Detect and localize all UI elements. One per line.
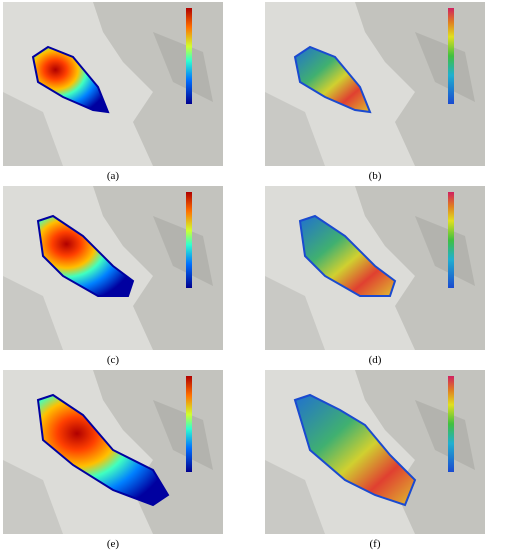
terrain-ridge [153,216,213,286]
panel-label: (d) [369,354,382,366]
panel-label: (f) [370,538,381,550]
panel-label: (c) [107,354,120,366]
panel: (c) [3,186,223,366]
terrain-ridge [415,32,475,102]
flow-field [36,214,135,297]
terrain-ridge [415,216,475,286]
flow-field [298,214,397,297]
colorbar [186,376,192,472]
panel: (a) [3,2,223,182]
terrain-ridge [3,92,63,166]
flow-field [31,45,110,114]
terrain-ridge [415,400,475,470]
terrain-ridge [3,276,63,350]
terrain-ridge [265,276,325,350]
colorbar [448,192,454,288]
flow-field [293,45,372,114]
flow-field [36,393,170,507]
panel: (e) [3,370,223,550]
colorbar [186,8,192,104]
terrain-ridge [265,92,325,166]
terrain-ridge [3,460,63,534]
panel: (d) [265,186,485,366]
panel-label: (b) [369,170,382,182]
flow-field [293,393,417,507]
terrain-ridge [153,400,213,470]
colorbar [448,8,454,104]
panels: (a) (b) (c) (d) (e) (f) [3,2,485,550]
terrain-ridge [153,32,213,102]
colorbar [448,376,454,472]
terrain-ridge [265,460,325,534]
panel-label: (a) [107,170,120,182]
panel-label: (e) [107,538,120,550]
colorbar [186,192,192,288]
panel: (b) [265,2,485,182]
panel: (f) [265,370,485,550]
